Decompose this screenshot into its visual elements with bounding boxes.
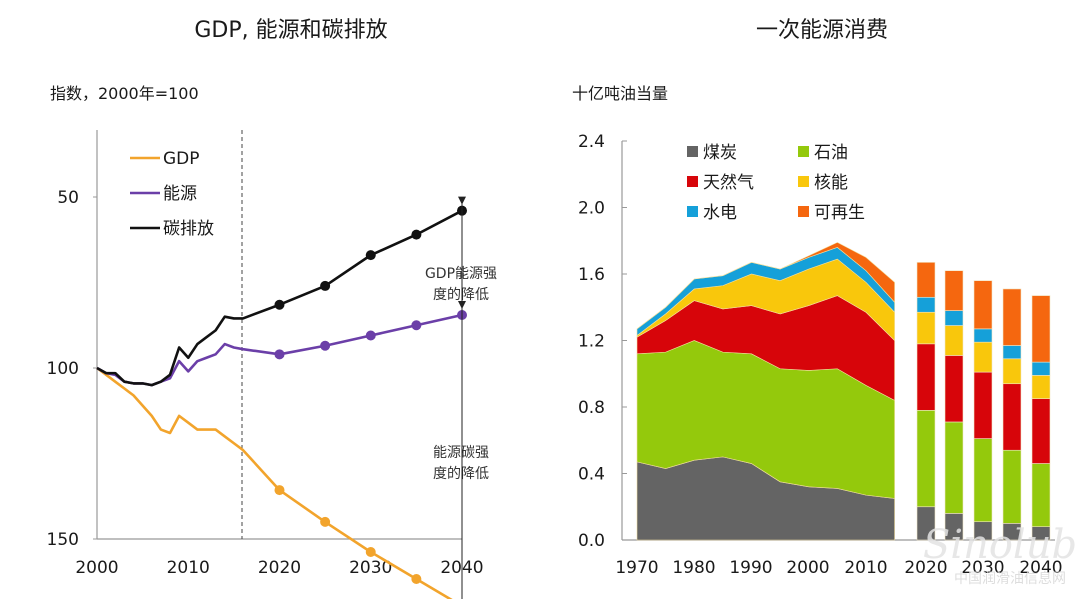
- bar-segment-renewables: [944, 270, 964, 311]
- area-series-renewables: [636, 242, 895, 330]
- bar-segment-nuclear: [1031, 375, 1051, 399]
- right-x-tick-label: 2020: [904, 558, 947, 578]
- annotation-text: 度的降低: [433, 466, 489, 482]
- right-chart-title: 一次能源消费: [756, 18, 888, 43]
- right-y-tick-label: 1.6: [578, 265, 605, 285]
- bar-segment-oil: [1031, 463, 1051, 527]
- bar-segment-oil: [973, 438, 993, 523]
- annotation-text: 能源碳强: [433, 445, 489, 461]
- legend-label: GDP: [163, 149, 200, 169]
- bar-segment-oil: [916, 410, 936, 508]
- legend-label: 碳排放: [163, 219, 214, 239]
- right-y-tick-label: 2.4: [578, 132, 605, 152]
- bar-segment-gas: [973, 371, 993, 439]
- legend-swatch: [798, 146, 809, 157]
- legend-label: 能源: [163, 184, 197, 204]
- data-point-marker: [274, 299, 285, 310]
- data-point-marker: [274, 485, 285, 496]
- right-x-tick-label: 2010: [844, 558, 887, 578]
- bar-segment-gas: [944, 355, 964, 423]
- data-point-marker: [411, 229, 422, 240]
- bar-segment-hydro: [1002, 345, 1022, 360]
- right-y-unit-label: 十亿吨油当量: [572, 84, 668, 103]
- watermark-brand: Sinolub: [923, 522, 1077, 568]
- legend-swatch: [798, 206, 809, 217]
- right-x-tick-label: 1970: [615, 558, 658, 578]
- data-point-marker: [411, 320, 422, 331]
- legend-label: 天然气: [703, 173, 754, 193]
- data-point-marker: [320, 340, 331, 351]
- legend-label: 水电: [703, 203, 737, 223]
- legend-label: 煤炭: [703, 143, 737, 163]
- bar-segment-oil: [1002, 449, 1022, 524]
- data-point-marker: [274, 349, 285, 360]
- right-y-tick-label: 0.4: [578, 465, 605, 485]
- right-y-tick-label: 0.8: [578, 398, 605, 418]
- bar-segment-nuclear: [973, 341, 993, 373]
- right-x-tick-label: 2000: [786, 558, 829, 578]
- left-x-tick-label: 2030: [349, 558, 392, 578]
- series-line-gdp: [96, 366, 453, 599]
- left-y-tick-label: 150: [47, 530, 79, 550]
- bar-segment-nuclear: [916, 311, 936, 345]
- left-y-tick-label: 100: [47, 359, 79, 379]
- bar-segment-nuclear: [1002, 358, 1022, 385]
- arrow-head-icon: [458, 196, 466, 205]
- legend-swatch: [687, 146, 698, 157]
- data-point-marker: [320, 516, 331, 527]
- left-x-tick-label: 2020: [258, 558, 301, 578]
- bar-segment-nuclear: [944, 325, 964, 356]
- left-chart-title: GDP, 能源和碳排放: [194, 18, 387, 43]
- bar-segment-gas: [916, 343, 936, 411]
- bar-segment-renewables: [973, 280, 993, 330]
- data-point-marker: [320, 280, 331, 291]
- bar-segment-gas: [1031, 398, 1051, 464]
- bar-segment-hydro: [944, 310, 964, 326]
- series-line-carbon: [96, 209, 463, 387]
- legend-swatch: [798, 176, 809, 187]
- annotation-text: 度的降低: [433, 287, 489, 303]
- bar-segment-renewables: [916, 262, 936, 298]
- data-point-marker: [365, 330, 376, 341]
- right-y-tick-label: 1.2: [578, 332, 605, 352]
- data-point-marker: [365, 546, 376, 557]
- left-x-tick-label: 2000: [75, 558, 118, 578]
- left-y-tick-label: 50: [57, 188, 79, 208]
- annotation-text: GDP能源强: [425, 266, 497, 282]
- data-point-marker: [411, 574, 422, 585]
- legend-swatch: [687, 176, 698, 187]
- bar-segment-hydro: [973, 328, 993, 343]
- legend-swatch: [687, 206, 698, 217]
- right-x-tick-label: 2040: [1019, 558, 1062, 578]
- left-x-tick-label: 2010: [167, 558, 210, 578]
- bar-segment-gas: [1002, 383, 1022, 451]
- right-x-tick-label: 1990: [729, 558, 772, 578]
- right-plot-area: 0.0 0.4 0.8 1.2 1.6 2.0 2.4 1970 1980 1990 2000 201…: [578, 132, 1063, 578]
- right-y-tick-label: 2.0: [578, 199, 605, 219]
- watermark-cn: 中国润滑油信息网: [954, 570, 1066, 587]
- bar-segment-hydro: [916, 296, 936, 313]
- data-point-marker: [365, 250, 376, 261]
- legend-label: 石油: [814, 143, 848, 163]
- left-y-unit-label: 指数，2000年=100: [50, 84, 199, 103]
- right-x-tick-label: 1980: [672, 558, 715, 578]
- watermark: Sinolub 中国润滑油信息网: [923, 522, 1077, 587]
- bar-segment-hydro: [1031, 361, 1051, 376]
- bar-segment-renewables: [1031, 295, 1051, 363]
- right-x-tick-label: 2030: [961, 558, 1004, 578]
- bar-segment-oil: [944, 421, 964, 514]
- bar-segment-renewables: [1002, 288, 1022, 346]
- right-y-tick-label: 0.0: [578, 531, 605, 551]
- legend-label: 可再生: [814, 203, 865, 223]
- legend-label: 核能: [814, 173, 848, 193]
